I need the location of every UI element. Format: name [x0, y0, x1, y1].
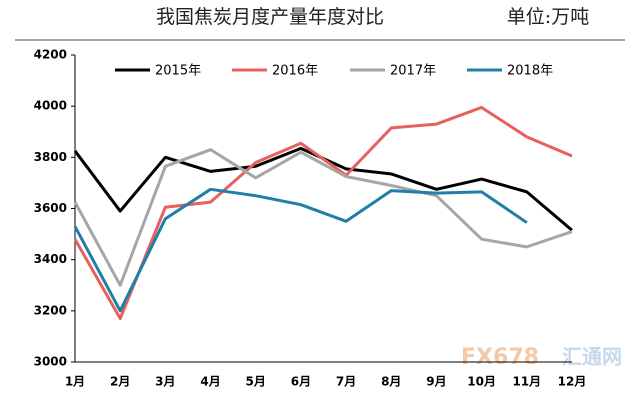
unit-label: 单位:万吨 [507, 6, 589, 28]
x-tick-label: 2月 [110, 375, 130, 389]
y-tick-label: 4000 [34, 99, 67, 113]
y-tick-label: 4200 [34, 48, 67, 62]
watermark: FX678 [461, 345, 539, 370]
y-tick-label: 3800 [34, 150, 67, 164]
x-tick-label: 3月 [155, 375, 175, 389]
chart-title: 我国焦炭月度产量年度对比 [156, 6, 384, 28]
y-tick-label: 3600 [34, 201, 67, 215]
x-tick-label: 1月 [65, 375, 85, 389]
x-tick-label: 5月 [246, 375, 266, 389]
x-tick-label: 6月 [291, 375, 311, 389]
x-tick-label: 12月 [558, 375, 587, 389]
y-tick-label: 3000 [34, 355, 67, 369]
x-tick-label: 4月 [200, 375, 220, 389]
watermark: 汇通网 [562, 345, 622, 369]
series-line [73, 148, 573, 287]
y-tick-label: 3400 [34, 252, 67, 266]
x-tick-label: 7月 [336, 375, 356, 389]
legend-label: 2017年 [390, 64, 436, 79]
x-tick-label: 10月 [467, 375, 496, 389]
x-tick-label: 8月 [381, 375, 401, 389]
series-line [73, 187, 528, 313]
legend-label: 2015年 [155, 64, 201, 79]
legend-label: 2016年 [272, 64, 318, 79]
x-tick-label: 9月 [426, 375, 446, 389]
y-tick-label: 3200 [34, 303, 67, 317]
x-tick-label: 11月 [512, 375, 541, 389]
series-line [73, 105, 573, 321]
legend-label: 2018年 [507, 64, 553, 79]
